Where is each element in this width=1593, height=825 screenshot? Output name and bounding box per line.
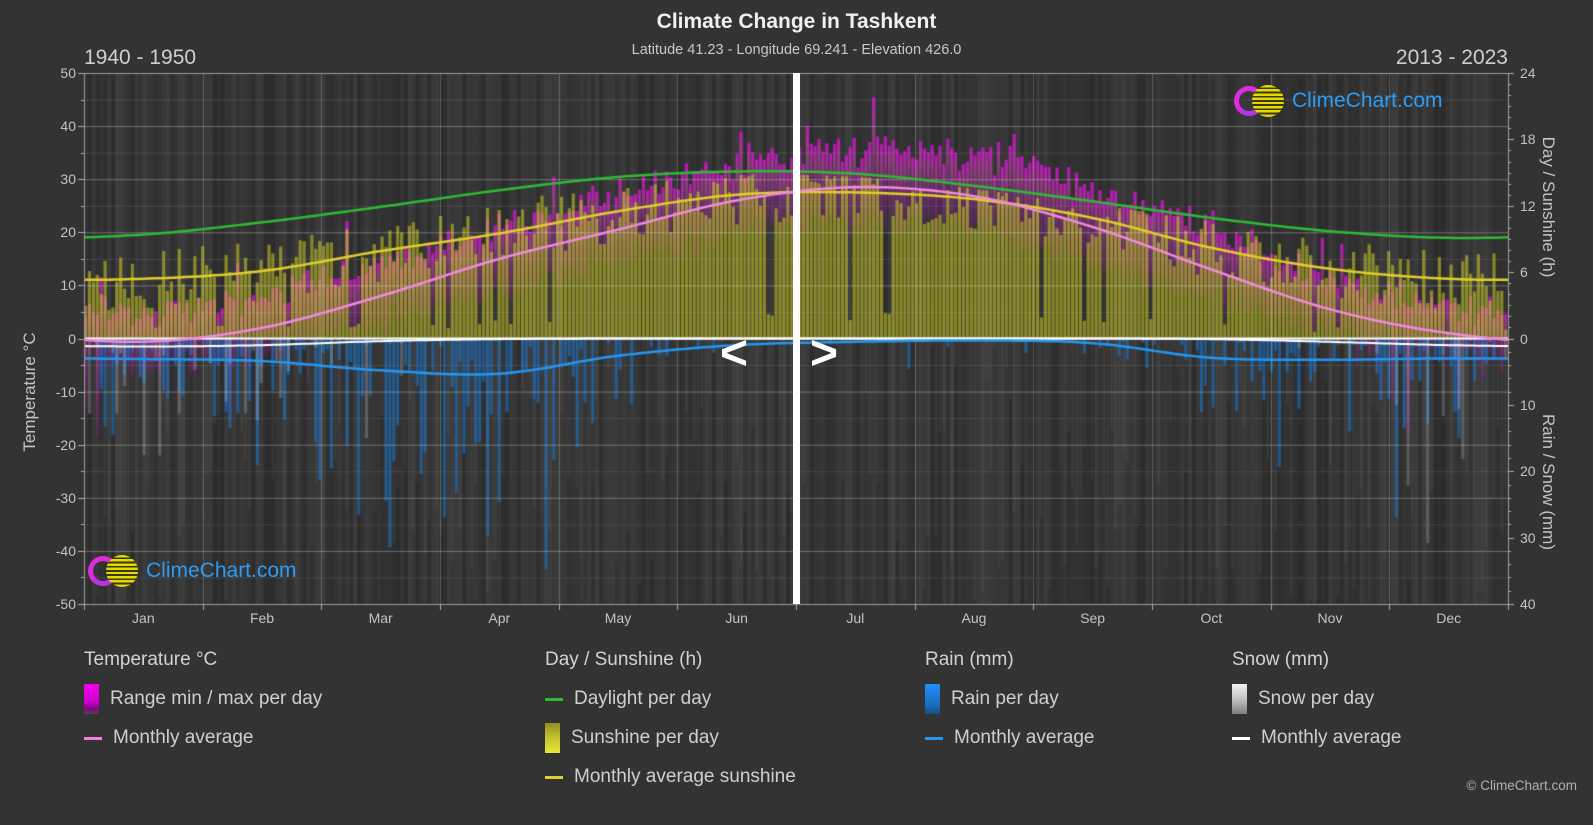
legend-item-label: Monthly average xyxy=(113,727,254,748)
climechart-logo-bottom-left[interactable]: ClimeChart.com xyxy=(88,555,297,587)
legend-item: Monthly average sunshine xyxy=(545,762,796,792)
right-axis-hours-tick-label: 0 xyxy=(1520,330,1528,347)
legend-item-label: Sunshine per day xyxy=(571,727,719,748)
right-axis-hours-tick-label: 6 xyxy=(1520,264,1528,281)
x-axis-month-label: Apr xyxy=(488,610,511,626)
period-left-label: 1940 - 1950 xyxy=(84,46,197,69)
legend-item: Rain per day xyxy=(925,684,1094,714)
x-axis-month-label: Sep xyxy=(1080,610,1106,626)
legend-item: Snow per day xyxy=(1232,684,1401,714)
left-axis-tick-label: 40 xyxy=(60,118,76,135)
snow-average-line-swatch-icon xyxy=(1232,736,1250,740)
sunshine-swatch-icon xyxy=(545,723,560,753)
legend-item-label: Monthly average sunshine xyxy=(574,766,796,787)
logo-text: ClimeChart.com xyxy=(1292,89,1443,112)
left-axis-tick-label: -10 xyxy=(55,383,76,400)
left-axis-tick-label: -40 xyxy=(55,542,76,559)
legend-item-label: Monthly average xyxy=(1261,727,1402,748)
sunshine-average-line-swatch-icon xyxy=(545,775,563,779)
rain-swatch-icon xyxy=(925,684,940,714)
left-axis-tick-label: 20 xyxy=(60,224,76,241)
legend-col-day-sunshine: Day / Sunshine (h) Daylight per day Suns… xyxy=(545,645,796,792)
legend-item: Sunshine per day xyxy=(545,723,796,753)
x-axis-month-label: May xyxy=(604,610,632,626)
x-axis-month-label: Oct xyxy=(1200,610,1223,626)
x-axis-month-label: Jul xyxy=(846,610,865,626)
left-axis-tick-label: 30 xyxy=(60,171,76,188)
legend-col-snow: Snow (mm) Snow per day Monthly average xyxy=(1232,645,1401,753)
right-axis-hours-tick-label: 24 xyxy=(1520,65,1536,81)
period-right-label: 2013 - 2023 xyxy=(1395,46,1508,69)
left-axis-tick-label: 0 xyxy=(68,330,76,347)
legend-item-label: Daylight per day xyxy=(574,688,712,709)
legend-header: Rain (mm) xyxy=(925,649,1014,670)
legend-header: Day / Sunshine (h) xyxy=(545,649,703,670)
left-axis-tick-label: -30 xyxy=(55,489,76,506)
temp-average-line-swatch-icon xyxy=(84,736,102,740)
temp-range-swatch-icon xyxy=(84,684,99,714)
page-subtitle: Latitude 41.23 - Longitude 69.241 - Elev… xyxy=(631,42,962,58)
legend-col-rain: Rain (mm) Rain per day Monthly average xyxy=(925,645,1094,753)
right-axis-hours-tick-label: 12 xyxy=(1520,197,1536,214)
period-divider-handle[interactable] xyxy=(793,73,800,604)
page-title: Climate Change in Tashkent xyxy=(656,10,937,33)
snow-swatch-icon xyxy=(1232,684,1247,714)
next-arrow-button[interactable]: > xyxy=(810,327,839,380)
legend-item-label: Rain per day xyxy=(951,688,1059,709)
x-axis-month-label: Jun xyxy=(725,610,748,626)
rain-average-line-swatch-icon xyxy=(925,736,943,740)
x-axis-month-label: Mar xyxy=(368,610,393,626)
legend-item: Daylight per day xyxy=(545,684,796,714)
x-axis-month-label: Feb xyxy=(249,610,275,626)
right-axis-mm-tick-label: 20 xyxy=(1520,463,1536,480)
logo-striped-globe-icon xyxy=(1252,85,1284,117)
legend-item-label: Monthly average xyxy=(954,727,1095,748)
x-axis-month-label: Aug xyxy=(961,610,987,626)
x-axis-month-label: Jan xyxy=(132,610,155,626)
right-axis-mm-tick-label: 30 xyxy=(1520,529,1536,546)
right-axis-mm-tick-label: 10 xyxy=(1520,396,1536,413)
legend-item: Range min / max per day xyxy=(84,684,322,714)
legend-header: Snow (mm) xyxy=(1232,649,1330,670)
x-axis-month-label: Dec xyxy=(1436,610,1462,626)
legend-item-label: Snow per day xyxy=(1258,688,1375,709)
previous-arrow-button[interactable]: < xyxy=(720,327,749,380)
logo-text: ClimeChart.com xyxy=(146,559,297,582)
right-axis-mm-tick-label: 40 xyxy=(1520,596,1536,612)
left-axis-tick-label: 10 xyxy=(60,277,76,294)
legend-item: Monthly average xyxy=(84,723,322,753)
climechart-logo-top-right[interactable]: ClimeChart.com xyxy=(1234,85,1443,117)
logo-striped-globe-icon xyxy=(106,555,138,587)
legend-item: Monthly average xyxy=(925,723,1094,753)
left-axis-tick-label: -20 xyxy=(55,436,76,453)
legend-item-label: Range min / max per day xyxy=(110,688,323,709)
legend-item: Monthly average xyxy=(1232,723,1401,753)
legend-col-temperature: Temperature °C Range min / max per day M… xyxy=(84,645,322,753)
left-axis-tick-label: 50 xyxy=(60,65,76,81)
x-axis-month-label: Nov xyxy=(1317,610,1343,626)
copyright-notice: © ClimeChart.com xyxy=(1466,778,1577,793)
legend-header: Temperature °C xyxy=(84,649,218,670)
right-axis-hours-tick-label: 18 xyxy=(1520,131,1536,148)
left-axis-tick-label: -50 xyxy=(55,596,76,612)
daylight-line-swatch-icon xyxy=(545,697,563,701)
